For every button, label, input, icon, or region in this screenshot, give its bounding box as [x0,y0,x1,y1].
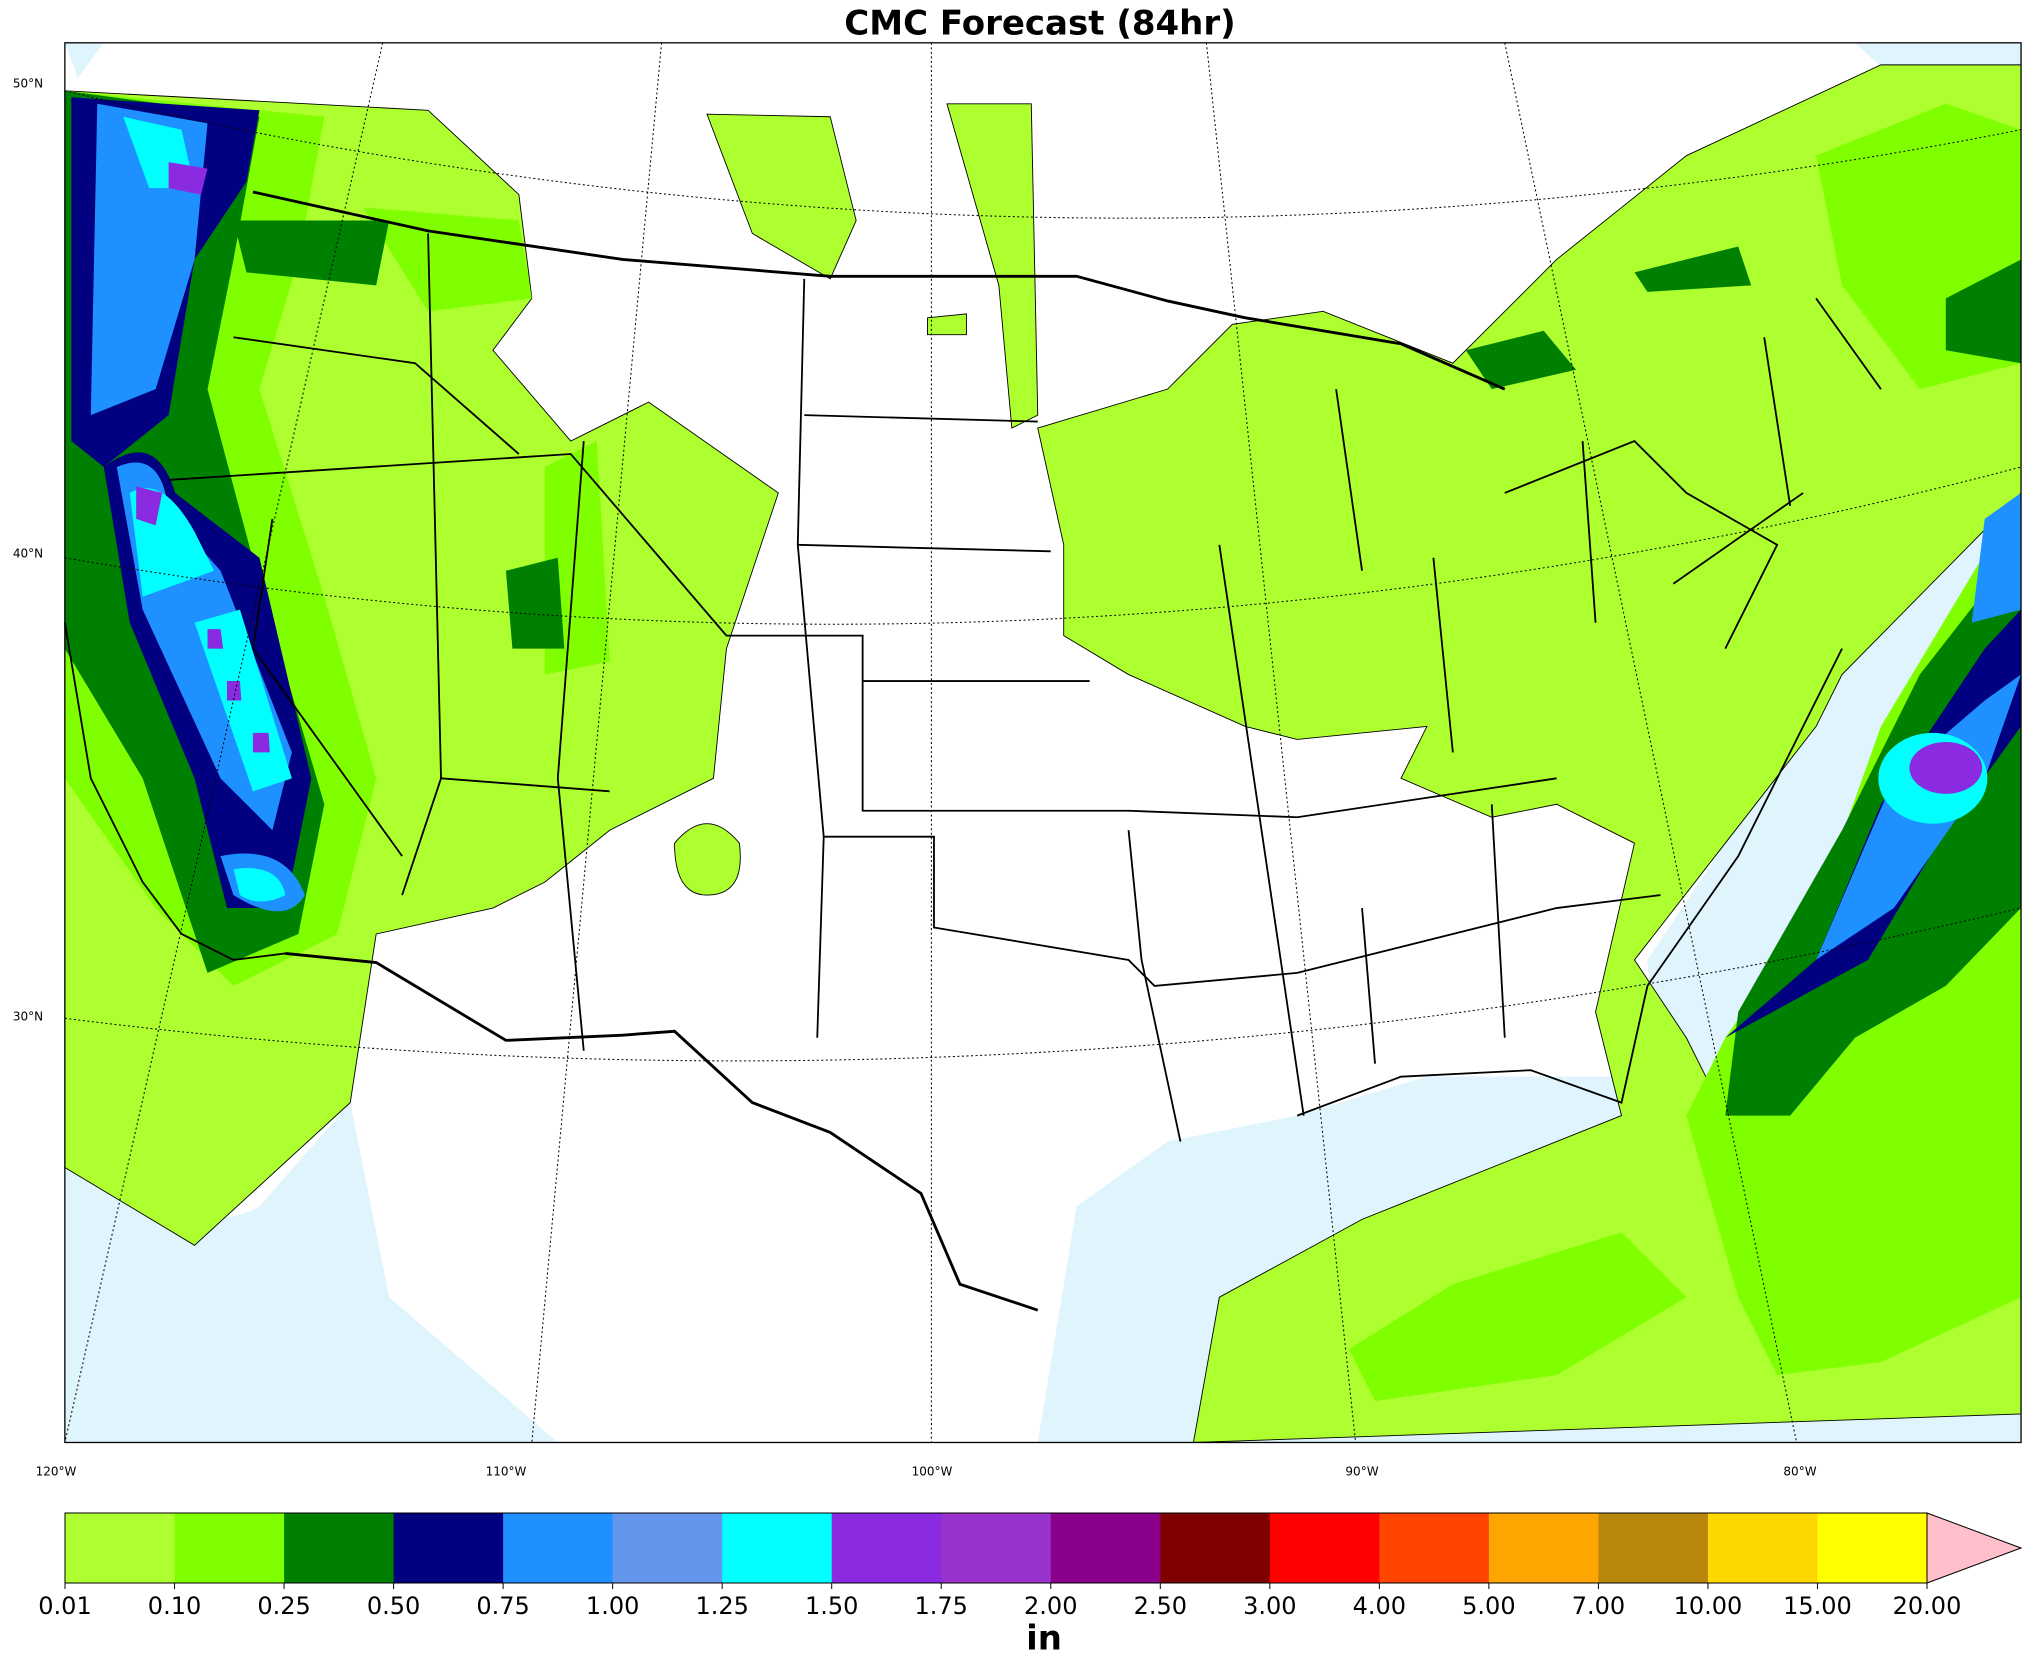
colorbar-segment [1160,1513,1271,1583]
colorbar-segment [1817,1513,1928,1583]
map-frame [64,42,2022,1444]
lat-label: 30°N [13,1010,43,1024]
colorbar-segment [174,1513,285,1583]
lon-label: 110°W [486,1465,527,1479]
colorbar-segment [941,1513,1052,1583]
colorbar-tick-label: 1.50 [805,1592,858,1620]
state-line [233,336,1661,987]
colorbar-tick-label: 2.50 [1134,1592,1187,1620]
border [252,190,1506,391]
lon-label: 80°W [1783,1465,1816,1479]
colorbar-segment [1707,1513,1818,1583]
precip-area [1349,103,2022,1401]
lon-label: 100°W [912,1465,953,1479]
colorbar-segment [1488,1513,1599,1583]
coastline [1296,648,1843,1117]
lon-labels: 120°W 110°W 100°W 90°W 80°W [36,1465,1817,1479]
precip-area [123,116,292,902]
colorbar-tick-label: 0.75 [476,1592,529,1620]
graticule-line [64,90,2022,219]
colorbar-tick-label: 1.75 [915,1592,968,1620]
colorbar-tick-label: 20.00 [1893,1592,1962,1620]
lon-label: 120°W [36,1465,77,1479]
colorbar-segment [503,1513,614,1583]
colorbar-extend [1926,1512,2023,1584]
lat-labels: 50°N 40°N 30°N [13,77,43,1024]
ocean [64,1102,558,1443]
graticule-line [64,466,2022,625]
colorbar-segment [831,1513,942,1583]
graticule-line [64,907,2022,1062]
colorbar-unit: in [1026,1619,1062,1659]
state-lines [63,233,1882,1142]
precip-area [1816,492,2022,960]
colorbar-tick-label: 3.00 [1243,1592,1296,1620]
colorbar-segment [65,1513,176,1583]
colorbar-segment [1269,1513,1380,1583]
colorbar-tick-label: 5.00 [1462,1592,1515,1620]
colorbar-tick-label: 1.25 [695,1592,748,1620]
colorbar-segment [393,1513,504,1583]
precip-area [1909,741,1983,794]
state-line [168,453,1557,819]
colorbar-segment [722,1513,833,1583]
colorbar-segment [1598,1513,1709,1583]
colorbar-tick-label: 4.00 [1353,1592,1406,1620]
lat-label: 40°N [13,547,43,561]
colorbar-tick-label: 0.50 [367,1592,420,1620]
colorbar-tick-label: 0.25 [257,1592,310,1620]
title: CMC Forecast (84hr) [844,4,1235,44]
colorbar: 0.01 0.10 0.25 0.50 0.75 1.00 1.25 1.50 1.75 2.00… [38,1512,2023,1620]
state-line [401,233,1506,1142]
colorbar-segment [1379,1513,1490,1583]
colorbar-tick-label: 15.00 [1783,1592,1852,1620]
lat-label: 50°N [13,77,43,91]
lon-label: 90°W [1345,1465,1378,1479]
national-borders [252,190,1506,1312]
border [285,952,1039,1312]
colorbar-tick-label: 0.10 [148,1592,201,1620]
colorbar-segment [1050,1513,1161,1583]
state-line [1335,297,1882,650]
colorbar-segment [284,1513,395,1583]
colorbar-segment [612,1513,723,1583]
map [63,42,2022,1444]
precip-area [1725,609,2022,1038]
colorbar-frame [64,1512,1928,1584]
colorbar-tick-label: 1.00 [586,1592,639,1620]
colorbar-tick-label: 7.00 [1572,1592,1625,1620]
colorbar-tick-label: 0.01 [38,1592,91,1620]
colorbar-tick-label: 2.00 [1024,1592,1077,1620]
colorbar-tick-label: 10.00 [1674,1592,1743,1620]
coastline [63,622,286,961]
graticule-line [64,42,1798,1443]
graticule [64,42,2022,1443]
